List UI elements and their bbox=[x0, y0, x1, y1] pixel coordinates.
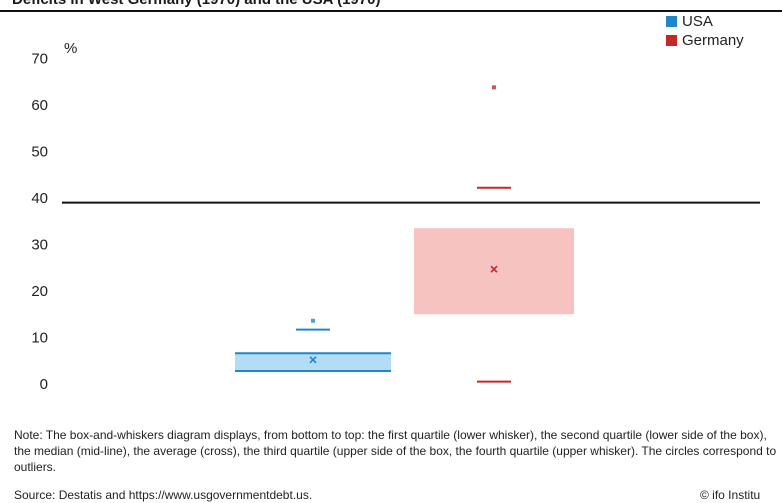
y-unit-label: % bbox=[64, 40, 77, 57]
box-plot-chart: 0 10 20 30 40 50 60 70 % USA Germany bbox=[31, 13, 760, 394]
y-tick-label: 30 bbox=[31, 237, 48, 254]
germany-box bbox=[414, 228, 574, 315]
germany-mean-cross bbox=[490, 265, 498, 273]
y-tick-label: 20 bbox=[31, 283, 48, 300]
germany-outlier bbox=[492, 85, 496, 90]
chart-title: Deficits in West Germany (1970) and the … bbox=[12, 0, 380, 8]
usa-box bbox=[235, 353, 391, 371]
y-tick-label: 60 bbox=[31, 97, 48, 114]
y-tick-label: 40 bbox=[31, 190, 48, 207]
usa-mean-cross bbox=[309, 356, 317, 364]
y-tick-label: 70 bbox=[31, 51, 48, 68]
legend: USA Germany bbox=[666, 13, 744, 49]
legend-label-germany: Germany bbox=[682, 32, 744, 49]
box-series bbox=[235, 85, 574, 383]
legend-swatch-usa bbox=[666, 16, 677, 27]
y-tick-label: 10 bbox=[31, 330, 48, 347]
legend-swatch-germany bbox=[666, 35, 677, 46]
title-rule bbox=[0, 10, 782, 12]
chart-note: Note: The box-and-whiskers diagram displ… bbox=[14, 428, 777, 474]
usa-outlier bbox=[311, 318, 315, 323]
y-tick-label: 0 bbox=[40, 376, 48, 393]
y-tick-label: 50 bbox=[31, 144, 48, 161]
legend-label-usa: USA bbox=[682, 13, 713, 30]
copyright-text: © ifo Institu bbox=[700, 488, 761, 502]
y-axis: 0 10 20 30 40 50 60 70 bbox=[31, 51, 48, 394]
source-text: Source: Destatis and https://www.usgover… bbox=[14, 488, 313, 502]
